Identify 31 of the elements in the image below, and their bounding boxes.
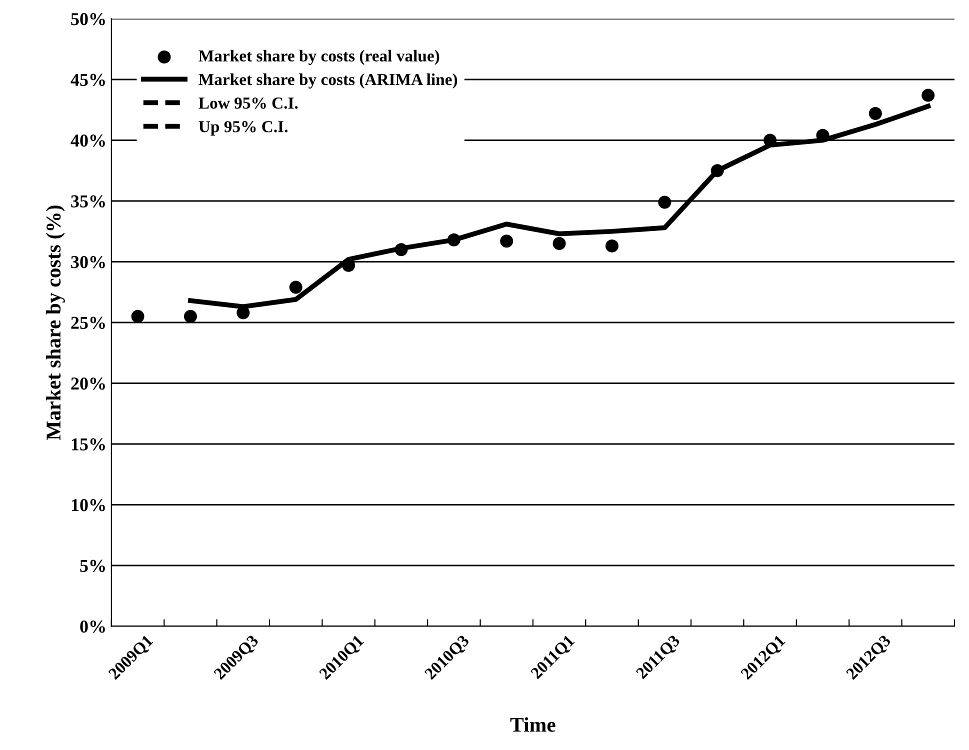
legend-label: Market share by costs (real value) <box>198 50 440 65</box>
point <box>184 310 197 323</box>
point <box>342 258 356 272</box>
point <box>922 88 935 102</box>
y-tick-label: 25% <box>71 316 105 329</box>
y-tick-label: 40% <box>70 134 105 147</box>
point <box>658 196 672 209</box>
x-axis-title: Time <box>510 717 556 732</box>
y-tick-label: 35% <box>71 195 105 208</box>
point <box>605 239 618 252</box>
point <box>552 237 566 250</box>
y-tick-label: 10% <box>72 499 105 512</box>
point <box>710 164 724 178</box>
y-axis-title: Market share by costs (%) <box>46 206 65 440</box>
y-tick-label: 15% <box>72 438 105 450</box>
y-tick-label: 5% <box>80 560 105 572</box>
point <box>764 134 777 147</box>
y-tick-label: 20% <box>71 378 105 390</box>
y-tick-label: 50% <box>71 13 105 26</box>
point <box>394 243 408 256</box>
point <box>500 234 514 248</box>
legend-label: Market share by costs (ARIMA line) <box>198 73 458 89</box>
legend-label: Up 95% C.I. <box>198 121 288 136</box>
point <box>289 280 302 294</box>
y-tick-label: 0% <box>80 620 105 633</box>
point <box>868 107 882 120</box>
point <box>131 310 144 323</box>
point <box>447 233 460 246</box>
y-tick-label: 45% <box>70 74 105 86</box>
y-tick-label: 30% <box>71 256 105 268</box>
legend-label: Low 95% C.I. <box>198 97 298 109</box>
